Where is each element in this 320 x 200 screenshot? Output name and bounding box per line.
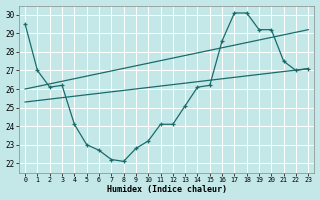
X-axis label: Humidex (Indice chaleur): Humidex (Indice chaleur) [107,185,227,194]
